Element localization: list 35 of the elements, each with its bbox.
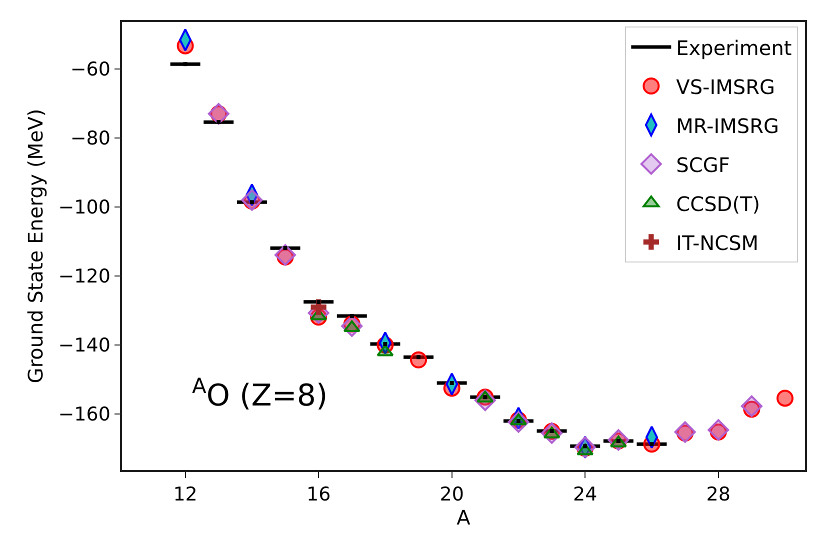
legend-label: IT-NCSM xyxy=(676,230,759,255)
y-tick-label: −140 xyxy=(58,334,110,357)
point xyxy=(708,419,730,441)
y-axis-title: Ground State Energy (MeV) xyxy=(23,108,48,384)
point xyxy=(450,381,454,386)
x-tick-label: 28 xyxy=(706,484,730,506)
point xyxy=(583,444,588,448)
y-tick-label: −160 xyxy=(58,404,110,426)
point xyxy=(316,300,321,304)
point xyxy=(674,421,696,443)
point xyxy=(216,120,221,124)
point xyxy=(274,244,296,266)
y-tick-label: −60 xyxy=(70,58,110,81)
x-tick-label: 12 xyxy=(173,484,198,506)
point xyxy=(283,246,288,250)
x-tick-label: 20 xyxy=(440,484,464,506)
y-tick-label: −120 xyxy=(58,266,110,288)
point xyxy=(241,189,263,211)
legend-label: CCSD(T) xyxy=(676,192,760,216)
point xyxy=(776,390,794,407)
y-tick-label: −80 xyxy=(70,128,110,150)
legend-label: SCGF xyxy=(676,152,730,177)
legend-label: VS-IMSRG xyxy=(676,74,776,99)
x-tick-label: 16 xyxy=(306,484,331,506)
point xyxy=(183,62,188,66)
point xyxy=(410,351,428,368)
x-tick-label: 24 xyxy=(573,484,598,506)
annotation: $^{A}$O (Z=8) xyxy=(192,374,328,414)
x-axis-title: A xyxy=(456,506,471,530)
y-tick-label: −100 xyxy=(58,196,110,219)
point xyxy=(416,355,421,360)
legend-label: Experiment xyxy=(676,36,792,60)
legend-label: MR-IMSRG xyxy=(676,114,779,138)
point xyxy=(740,395,762,417)
point xyxy=(350,314,354,318)
